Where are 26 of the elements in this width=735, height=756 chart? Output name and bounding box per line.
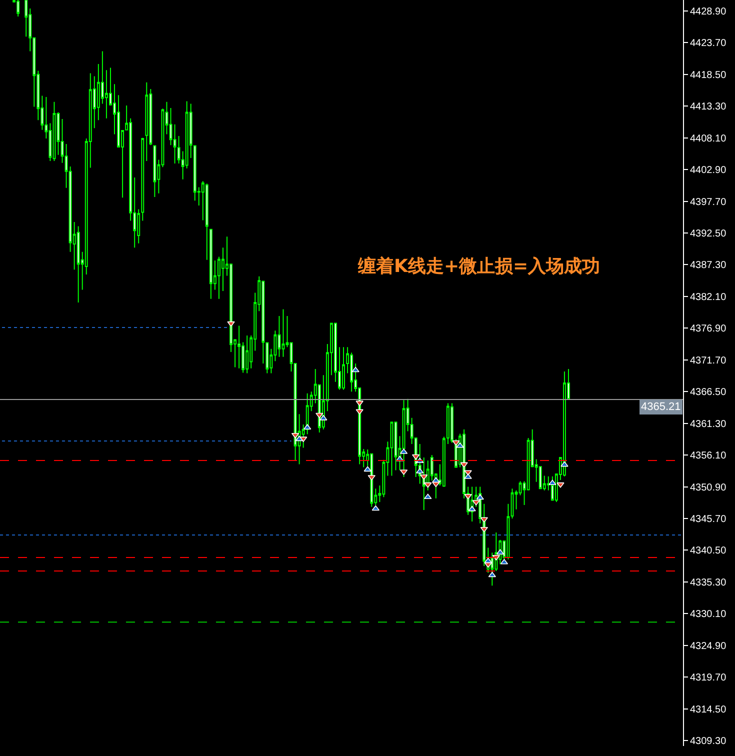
y-tick-label: 4423.70: [690, 38, 727, 50]
y-tick-label: 4366.50: [690, 387, 727, 398]
y-tick-label: 4330.10: [690, 609, 727, 620]
y-tick-label: 4314.50: [690, 704, 727, 716]
y-tick-label: 4392.50: [690, 228, 727, 240]
y-tick-label: 4418.50: [690, 70, 727, 81]
y-tick-label: 4387.30: [690, 260, 727, 272]
y-tick-label: 4428.90: [690, 6, 727, 18]
y-tick-label: 4309.30: [690, 736, 727, 748]
y-tick-label: 4371.70: [690, 355, 727, 366]
annotation: 缠着K线走+微止损=入场成功: [357, 256, 600, 277]
y-tick-label: 4397.70: [690, 196, 727, 208]
y-tick-label: 4324.90: [690, 640, 727, 652]
y-tick-label: 4335.30: [690, 577, 727, 588]
y-tick-label: 4408.10: [690, 133, 727, 144]
y-tick-label: 4376.90: [690, 324, 727, 335]
y-tick-label: 4356.10: [690, 450, 727, 462]
y-tick-label: 4413.30: [690, 102, 727, 113]
y-tick-label: 4361.30: [690, 418, 727, 430]
y-tick-label: 4402.90: [690, 165, 727, 176]
y-tick-label: 4350.90: [690, 482, 727, 494]
y-tick-label: 4319.70: [690, 672, 727, 684]
y-tick-label: 4340.50: [690, 546, 727, 557]
y-tick-label: 4382.10: [690, 292, 727, 303]
ref-line-label: 4365.21: [641, 401, 681, 413]
y-tick-label: 4345.70: [690, 514, 727, 525]
